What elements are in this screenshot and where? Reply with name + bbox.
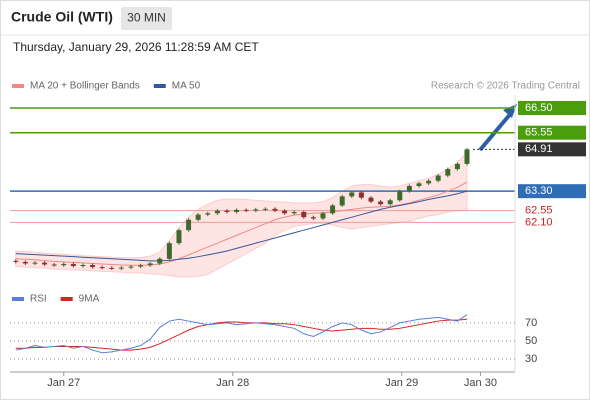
y-tick-label: 30 xyxy=(525,353,537,365)
candle-body xyxy=(195,214,201,220)
legend-swatch xyxy=(12,297,24,301)
legend-swatch xyxy=(153,84,166,88)
ma-line xyxy=(15,190,468,262)
x-tick-label: Jan 29 xyxy=(385,377,418,389)
candle-body xyxy=(464,149,470,164)
candle-body xyxy=(109,267,115,269)
candle-body xyxy=(22,261,28,264)
candle-body xyxy=(176,230,182,244)
legend-swatch xyxy=(60,297,73,301)
candle-body xyxy=(435,175,441,181)
candle-body xyxy=(416,183,422,186)
y-tick-label: 70 xyxy=(525,317,537,329)
timeframe-box xyxy=(121,7,172,30)
candle-body xyxy=(301,211,307,218)
candle-body xyxy=(166,243,172,259)
candle-body xyxy=(99,267,105,269)
candle-body xyxy=(426,180,432,184)
candle-body xyxy=(118,267,124,269)
candle-body xyxy=(262,208,268,210)
candle-body xyxy=(32,262,38,264)
candle-body xyxy=(147,263,153,266)
candle-body xyxy=(51,264,57,266)
candle-body xyxy=(214,210,220,214)
level-label: 66.50 xyxy=(525,102,553,114)
timeframe: 30 MIN xyxy=(127,11,166,25)
level-label: 64.91 xyxy=(525,143,553,155)
rsi-line xyxy=(15,314,468,354)
candle-body xyxy=(13,260,19,262)
candle-body xyxy=(291,211,297,214)
candle-body xyxy=(358,192,364,198)
forecast-arrow xyxy=(478,110,514,152)
candle-body xyxy=(90,265,96,268)
candle-body xyxy=(330,205,336,214)
candle-body xyxy=(157,258,163,264)
level-box xyxy=(518,125,586,140)
candle-body xyxy=(224,210,230,212)
candle-body xyxy=(378,201,384,205)
level-box xyxy=(518,100,586,115)
candle-body xyxy=(406,185,412,192)
candle-body xyxy=(243,209,249,211)
credit: Research © 2026 Trading Central xyxy=(431,81,580,92)
level-label: 65.55 xyxy=(525,127,553,139)
bollinger-band xyxy=(15,150,468,278)
x-tick-label: Jan 28 xyxy=(216,377,249,389)
level-label: 62.55 xyxy=(525,205,553,217)
candle-body xyxy=(445,169,451,176)
legend-label: 9MA xyxy=(79,294,100,305)
candle-body xyxy=(138,265,144,267)
ma-line xyxy=(15,181,468,266)
level-label: 63.30 xyxy=(525,185,553,197)
x-tick-label: Jan 27 xyxy=(47,377,80,389)
x-tick-label: Jan 30 xyxy=(464,377,497,389)
legend-swatch xyxy=(12,84,24,88)
level-box xyxy=(518,184,586,199)
candle-body xyxy=(205,213,211,215)
candle-body xyxy=(234,209,240,212)
legend-label: RSI xyxy=(30,294,47,305)
y-tick-label: 50 xyxy=(525,335,537,347)
legend-label: MA 20 + Bollinger Bands xyxy=(30,81,140,92)
candle-body xyxy=(320,213,326,219)
legend-label: MA 50 xyxy=(172,81,201,92)
candle-body xyxy=(61,263,67,266)
level-label: 62.10 xyxy=(525,216,553,228)
title: Crude Oil (WTI) xyxy=(11,9,113,25)
timestamp: Thursday, January 29, 2026 11:28:59 AM C… xyxy=(13,40,259,54)
candle-body xyxy=(397,191,403,201)
candle-body xyxy=(387,200,393,205)
candle-body xyxy=(339,196,345,206)
candle-body xyxy=(282,210,288,214)
candle-body xyxy=(272,208,278,211)
candle-body xyxy=(42,262,48,265)
candle-body xyxy=(349,192,355,197)
candle-body xyxy=(253,209,259,211)
rsi-line xyxy=(15,318,468,351)
candle-body xyxy=(186,219,192,231)
candle-body xyxy=(310,217,316,219)
candle-body xyxy=(128,266,134,268)
candle-body xyxy=(80,265,86,267)
level-box xyxy=(518,142,586,157)
candle-body xyxy=(454,163,460,170)
candle-body xyxy=(368,197,374,202)
candle-body xyxy=(70,263,76,267)
